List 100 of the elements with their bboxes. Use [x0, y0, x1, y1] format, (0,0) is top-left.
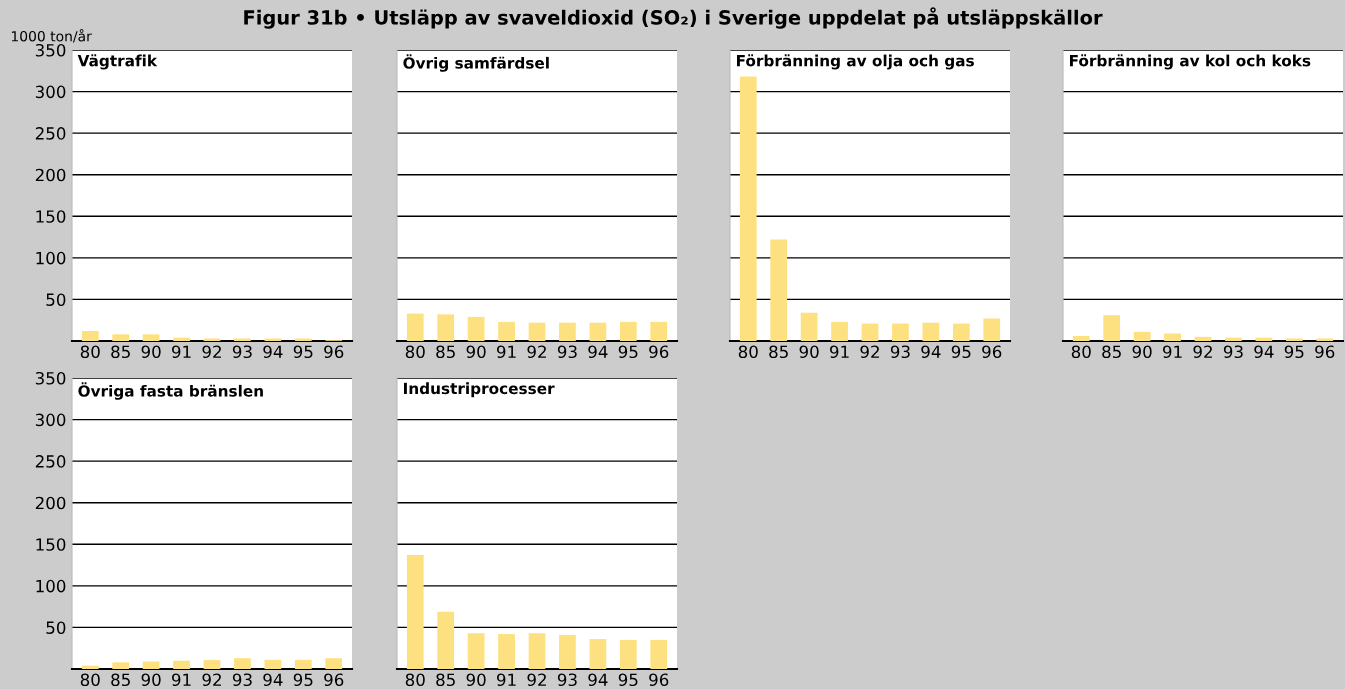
- bar: [559, 322, 576, 341]
- y-axis-title: 1000 ton/år: [11, 29, 92, 43]
- x-tick-label: 92: [860, 345, 879, 359]
- y-tick-label: 350: [35, 371, 66, 385]
- chart-title: Förbränning av olja och gas: [737, 54, 974, 70]
- x-tick-label: 85: [436, 673, 455, 687]
- x-tick-label: 90: [1132, 345, 1152, 359]
- x-tick-label: 94: [921, 345, 941, 359]
- bar: [892, 323, 909, 341]
- bar: [831, 321, 848, 341]
- x-tick-label: 91: [1163, 345, 1182, 359]
- bar: [559, 634, 576, 669]
- y-tick-label: 250: [35, 127, 66, 140]
- x-tick-label: 85: [111, 345, 130, 359]
- bar: [528, 322, 546, 341]
- bar: [800, 312, 818, 341]
- bar: [498, 321, 515, 341]
- x-tick-label: 92: [202, 673, 221, 687]
- x-tick-label: 85: [436, 345, 455, 359]
- x-tick-label: 90: [466, 345, 486, 359]
- bar: [619, 321, 637, 341]
- x-tick-label: 93: [557, 345, 577, 359]
- x-tick-label: 94: [263, 345, 283, 359]
- x-tick-label: 80: [738, 345, 758, 359]
- text: Figur 31b • Utsläpp av svaveldioxid (SO₂) i Sverige uppdelat på utsläppskällor: [244, 7, 1103, 29]
- x-tick-label: 96: [649, 345, 669, 359]
- bar: [437, 611, 455, 669]
- y-tick-label: 200: [35, 496, 66, 510]
- x-tick-label: 91: [497, 345, 516, 359]
- x-tick-label: 95: [618, 673, 638, 687]
- x-tick-label: 90: [141, 673, 161, 687]
- x-tick-label: 93: [890, 345, 910, 359]
- bar: [650, 639, 668, 669]
- x-tick-label: 85: [1102, 345, 1121, 359]
- x-tick-label: 90: [799, 345, 819, 359]
- chart-title: Industriprocesser: [404, 382, 555, 398]
- x-tick-label: 85: [111, 673, 130, 687]
- chart-title: Förbränning av kol och koks: [1070, 54, 1311, 70]
- bar: [406, 313, 424, 341]
- bar: [589, 322, 607, 341]
- chart-title: Övrig samfärdsel: [403, 54, 549, 72]
- bar: [1225, 337, 1242, 341]
- x-tick-label: 94: [588, 673, 608, 687]
- x-tick-label: 94: [1254, 345, 1274, 359]
- y-tick-label: 150: [36, 538, 66, 551]
- bar: [952, 323, 970, 341]
- bar: [861, 323, 879, 341]
- y-tick-label: 200: [35, 168, 66, 182]
- x-tick-label: 91: [830, 345, 849, 359]
- x-tick-label: 91: [497, 673, 516, 687]
- x-tick-label: 80: [405, 345, 425, 359]
- bar: [498, 634, 515, 669]
- x-tick-label: 93: [557, 673, 577, 687]
- x-tick-label: 92: [1193, 345, 1212, 359]
- x-tick-label: 95: [293, 673, 313, 687]
- x-tick-label: 93: [1223, 345, 1243, 359]
- x-tick-label: 95: [293, 345, 313, 359]
- y-tick-label: 150: [36, 210, 66, 223]
- bar: [1194, 336, 1212, 341]
- x-tick-label: 85: [769, 345, 788, 359]
- x-tick-label: 80: [80, 673, 100, 687]
- bar: [406, 555, 424, 669]
- chart-title: Övriga fasta bränslen: [78, 382, 263, 400]
- bar: [528, 633, 546, 669]
- x-tick-label: 96: [649, 673, 669, 687]
- x-tick-label: 93: [232, 345, 252, 359]
- y-tick-label: 100: [36, 579, 66, 593]
- bar: [922, 322, 940, 341]
- bar: [983, 318, 1001, 341]
- x-tick-label: 95: [618, 345, 638, 359]
- bar: [650, 321, 668, 341]
- y-tick-label: 50: [46, 621, 66, 634]
- bar: [619, 639, 637, 669]
- x-tick-label: 91: [172, 673, 191, 687]
- x-tick-label: 93: [232, 673, 252, 687]
- y-tick-label: 300: [35, 413, 66, 427]
- x-tick-label: 94: [263, 673, 283, 687]
- x-tick-label: 90: [141, 345, 161, 359]
- x-tick-label: 91: [172, 345, 191, 359]
- bar: [467, 633, 485, 669]
- bar: [437, 314, 455, 341]
- y-tick-label: 50: [46, 293, 66, 306]
- x-tick-label: 95: [951, 345, 971, 359]
- bar: [1133, 331, 1151, 341]
- bar: [1072, 336, 1090, 341]
- x-tick-label: 96: [324, 673, 344, 687]
- x-tick-label: 96: [1315, 345, 1335, 359]
- x-tick-label: 95: [1284, 345, 1304, 359]
- x-tick-label: 96: [324, 345, 344, 359]
- x-tick-label: 80: [1071, 345, 1091, 359]
- y-tick-label: 300: [35, 85, 66, 99]
- y-tick-label: 250: [35, 455, 66, 468]
- y-tick-label: 100: [36, 251, 66, 265]
- bar: [770, 239, 788, 341]
- x-tick-label: 80: [80, 345, 100, 359]
- bar: [589, 639, 607, 669]
- x-tick-label: 94: [588, 345, 608, 359]
- bar: [1103, 315, 1121, 341]
- bar: [1164, 333, 1181, 341]
- chart-title: Vägtrafik: [77, 54, 158, 70]
